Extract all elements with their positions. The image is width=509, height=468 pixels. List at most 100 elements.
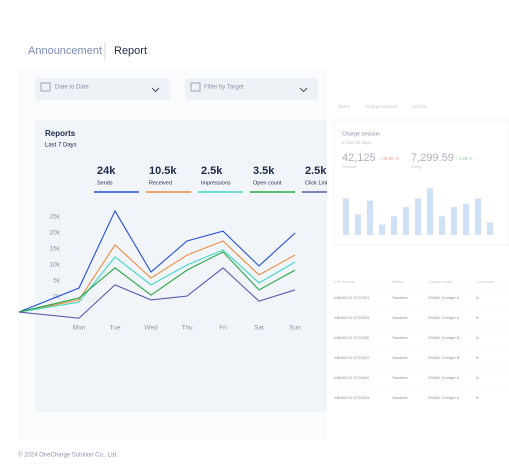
table-cell: A bbox=[476, 375, 479, 380]
card-subtitle: In last 30 days bbox=[342, 140, 372, 145]
stat-label: Impressions bbox=[201, 180, 231, 186]
y-tick-label: 5k bbox=[53, 278, 61, 285]
kpi-label: Energy bbox=[411, 165, 422, 169]
mini-bar bbox=[355, 214, 361, 235]
table-cell: A bbox=[476, 295, 479, 300]
dropdown[interactable] bbox=[185, 78, 318, 100]
table-cell: Sandiset bbox=[392, 315, 408, 320]
table-cell: Sandiset bbox=[392, 355, 408, 360]
stat-value: 24k bbox=[97, 165, 116, 177]
chevron bbox=[151, 87, 160, 93]
y-tick-label: 25k bbox=[50, 214, 61, 221]
reports-title: Reports bbox=[45, 129, 76, 138]
dropdown-label: Date to Date bbox=[55, 85, 89, 91]
stat-label: Received bbox=[149, 180, 172, 186]
mini-bar bbox=[427, 188, 433, 235]
stat-value: 3.5k bbox=[253, 165, 275, 177]
table-header: Station bbox=[392, 279, 404, 284]
table-cell: OWAN Charger B bbox=[428, 335, 460, 340]
x-tick-label: Wed bbox=[144, 325, 158, 332]
mini-bar-chart bbox=[343, 188, 493, 235]
filter-icon bbox=[190, 82, 201, 92]
column-header: Charge session bbox=[366, 104, 398, 109]
calendar-icon bbox=[40, 82, 51, 92]
mini-bar bbox=[367, 200, 373, 235]
table-cell: WBA0E12-9720344 bbox=[334, 395, 370, 400]
mini-bar bbox=[343, 198, 349, 235]
tab-bar bbox=[18, 30, 327, 68]
kpi-value: 42,125 bbox=[342, 152, 376, 164]
table-cell: WBA0E12-9720340 bbox=[334, 375, 370, 380]
mini-bar bbox=[463, 203, 469, 235]
table-header: VIN number bbox=[334, 279, 356, 284]
x-tick-label: Thu bbox=[181, 325, 193, 332]
reports-subtitle: Last 7 Days bbox=[45, 143, 77, 149]
table-cell: Sandiset bbox=[392, 375, 408, 380]
table-cell: A bbox=[476, 315, 479, 320]
x-tick-label: Fri bbox=[219, 325, 227, 332]
table-cell: OWAN Charger A bbox=[428, 375, 460, 380]
kpi-label: Sessions bbox=[342, 165, 356, 169]
dropdown[interactable] bbox=[35, 78, 170, 100]
series-line bbox=[18, 209, 296, 313]
table-cell: OWAN Charger A bbox=[428, 315, 460, 320]
stat-label: Open count bbox=[253, 180, 282, 186]
table-cell: WBA0E12-9720321 bbox=[334, 295, 370, 300]
table-cell: Sandiset bbox=[392, 295, 408, 300]
reports-panel bbox=[35, 120, 327, 412]
table-cell: OWAN Charger B bbox=[428, 355, 460, 360]
y-tick-label: 20k bbox=[50, 230, 61, 237]
table-cell: WBA0E12-9720337 bbox=[334, 355, 370, 360]
x-tick-label: Sun bbox=[289, 325, 301, 332]
column-header: Name bbox=[338, 104, 351, 109]
table-cell: WBA0E12-9720325 bbox=[334, 315, 370, 320]
side-panel: Name Charge session Vehicle Charge sessi… bbox=[330, 60, 509, 415]
table-header: Charger point bbox=[428, 279, 453, 284]
mini-bar bbox=[415, 198, 421, 235]
stat-label: Click Link bbox=[305, 180, 329, 186]
mini-bar bbox=[439, 216, 445, 235]
y-tick-label: 10k bbox=[50, 262, 61, 269]
stat-value: 10.5k bbox=[149, 165, 177, 177]
table-cell: A bbox=[476, 355, 479, 360]
series-line bbox=[18, 240, 296, 313]
dropdown-label: Filter by Target bbox=[204, 85, 244, 91]
table-cell: A bbox=[476, 335, 479, 340]
report-card: Announcement Report Date to Date Filter … bbox=[18, 30, 329, 440]
stat-value: 2.5k bbox=[201, 165, 223, 177]
stat-label: Sends bbox=[97, 180, 113, 186]
table-cell: A bbox=[476, 395, 479, 400]
series-line bbox=[18, 251, 296, 313]
chevron bbox=[299, 87, 308, 93]
tab[interactable]: Announcement bbox=[28, 45, 102, 57]
session-table: VIN number Station Charger point Connector W… bbox=[330, 279, 509, 400]
table-cell: OWAN Charger A bbox=[428, 395, 460, 400]
mini-bar bbox=[487, 222, 493, 235]
mini-bar bbox=[391, 216, 397, 235]
kpi-change: ↓ 34.95 % bbox=[379, 156, 399, 161]
series-line bbox=[18, 249, 296, 313]
table-cell: OWAN Charger A bbox=[428, 295, 460, 300]
y-tick-label: 15k bbox=[50, 246, 61, 253]
stat-value: 2.5k bbox=[305, 165, 327, 177]
kpi-value: 7,299.59 bbox=[411, 152, 454, 164]
table-cell: Sandiset bbox=[392, 335, 408, 340]
mini-bar bbox=[379, 224, 385, 235]
kpi-change: ↑ 2.28 % bbox=[455, 156, 473, 161]
mini-bar bbox=[403, 206, 409, 235]
table-cell: Sandiset bbox=[392, 395, 408, 400]
column-header: Vehicle bbox=[412, 104, 427, 109]
tab-active[interactable]: Report bbox=[114, 45, 147, 57]
card-title: Charge session bbox=[342, 131, 380, 137]
series-line bbox=[18, 267, 296, 319]
footer: © 2024 OneCharge Solution Co., Ltd. bbox=[18, 452, 118, 459]
mini-bar bbox=[451, 206, 457, 235]
x-tick-label: Sat bbox=[254, 325, 264, 332]
table-header: Connector bbox=[476, 279, 495, 284]
x-tick-label: Mon bbox=[73, 325, 86, 332]
table-cell: WBA0E12-9720330 bbox=[334, 335, 370, 340]
mini-bar bbox=[475, 198, 481, 235]
